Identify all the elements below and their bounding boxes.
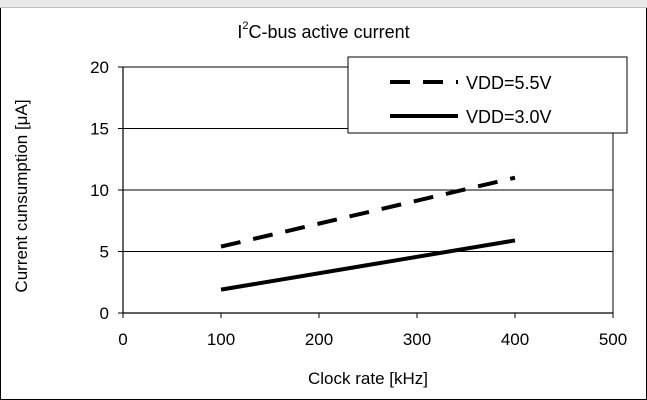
- legend-label-1: VDD=5.5V: [466, 73, 552, 93]
- y-tick-label-20: 20: [90, 58, 109, 77]
- x-tick-label-400: 400: [501, 330, 529, 349]
- chart-title-superscript: 2: [242, 20, 249, 32]
- y-tick-label-10: 10: [90, 181, 109, 200]
- chart-title-rest: C-bus active current: [248, 22, 410, 42]
- x-tick-label-100: 100: [207, 330, 235, 349]
- x-tick-label-200: 200: [305, 330, 333, 349]
- legend: VDD=5.5V VDD=3.0V: [347, 56, 628, 134]
- x-tick-label-0: 0: [118, 330, 127, 349]
- y-tick-label-15: 15: [90, 120, 109, 139]
- series-line-1: [220, 175, 516, 249]
- legend-box: [347, 56, 628, 134]
- x-axis-label: Clock rate [kHz]: [308, 369, 428, 388]
- chart-title: I2C-bus active current: [0, 20, 647, 43]
- chart-title-prefix: I: [237, 22, 243, 42]
- cropped-top-strip: [0, 0, 647, 8]
- series-line-2: [220, 238, 516, 292]
- grid-layer: [123, 128, 613, 252]
- series-layer: [220, 175, 516, 292]
- x-tick-label-500: 500: [599, 330, 627, 349]
- legend-label-2: VDD=3.0V: [466, 107, 552, 127]
- x-tick-label-300: 300: [403, 330, 431, 349]
- y-tick-label-5: 5: [100, 243, 109, 262]
- y-tick-label-0: 0: [100, 304, 109, 323]
